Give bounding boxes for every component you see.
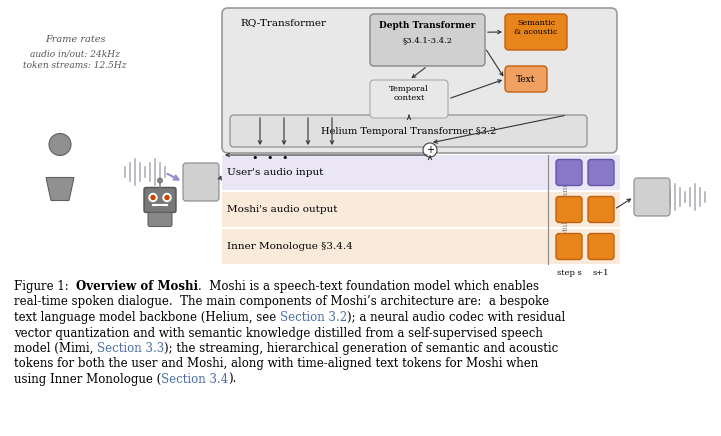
FancyBboxPatch shape xyxy=(634,178,670,216)
Circle shape xyxy=(423,143,437,157)
Text: .  Moshi is a speech-text foundation model which enables: . Moshi is a speech-text foundation mode… xyxy=(198,280,539,293)
Circle shape xyxy=(157,178,162,183)
Text: Multi-stream
§3.4-3: Multi-stream §3.4-3 xyxy=(562,183,578,236)
FancyBboxPatch shape xyxy=(556,197,582,222)
Text: vector quantization and with semantic knowledge distilled from a self-supervised: vector quantization and with semantic kn… xyxy=(14,327,543,340)
Text: RQ-Transformer: RQ-Transformer xyxy=(240,18,326,27)
Text: Text: Text xyxy=(516,75,536,84)
Text: ).: ). xyxy=(229,373,237,386)
Text: ); a neural audio codec with residual: ); a neural audio codec with residual xyxy=(347,311,565,324)
Text: •: • xyxy=(252,153,258,163)
Bar xyxy=(222,229,620,264)
FancyBboxPatch shape xyxy=(556,234,582,259)
Text: audio in/out: 24kHz: audio in/out: 24kHz xyxy=(30,49,120,58)
Text: User's audio input: User's audio input xyxy=(227,168,324,177)
Text: •: • xyxy=(267,153,273,163)
Bar xyxy=(222,192,620,227)
Circle shape xyxy=(151,195,155,200)
Text: using Inner Monologue (: using Inner Monologue ( xyxy=(14,373,162,386)
Circle shape xyxy=(49,133,71,156)
Text: s+1: s+1 xyxy=(593,269,609,277)
Text: Mimi
§3.3: Mimi §3.3 xyxy=(190,171,212,189)
Text: Depth Transformer: Depth Transformer xyxy=(379,21,476,30)
Text: Frame rates: Frame rates xyxy=(45,35,105,44)
Text: step s: step s xyxy=(557,269,581,277)
FancyBboxPatch shape xyxy=(588,160,614,185)
FancyBboxPatch shape xyxy=(505,14,567,50)
Polygon shape xyxy=(46,177,74,201)
Text: +: + xyxy=(426,145,434,155)
Text: Moshi's audio output: Moshi's audio output xyxy=(227,205,337,214)
FancyBboxPatch shape xyxy=(144,187,176,212)
Circle shape xyxy=(165,195,169,200)
Text: Section 3.2: Section 3.2 xyxy=(280,311,347,324)
Text: Helium Temporal Transformer §3.2: Helium Temporal Transformer §3.2 xyxy=(321,126,496,136)
Circle shape xyxy=(163,194,171,201)
Text: •: • xyxy=(282,153,288,163)
FancyBboxPatch shape xyxy=(588,234,614,259)
Text: token streams: 12.5Hz: token streams: 12.5Hz xyxy=(23,61,127,70)
Text: tokens for both the user and Moshi, along with time-aligned text tokens for Mosh: tokens for both the user and Moshi, alon… xyxy=(14,358,539,371)
Text: ); the streaming, hierarchical generation of semantic and acoustic: ); the streaming, hierarchical generatio… xyxy=(164,342,559,355)
FancyBboxPatch shape xyxy=(588,197,614,222)
Bar xyxy=(222,155,620,190)
Text: Figure 1:: Figure 1: xyxy=(14,280,76,293)
Text: §3.4.1-3.4.2: §3.4.1-3.4.2 xyxy=(402,36,453,44)
FancyBboxPatch shape xyxy=(183,163,219,201)
FancyBboxPatch shape xyxy=(148,212,172,226)
Text: text language model backbone (Helium, see: text language model backbone (Helium, se… xyxy=(14,311,280,324)
Circle shape xyxy=(149,194,157,201)
FancyBboxPatch shape xyxy=(222,8,617,153)
Text: Semantic
& acoustic: Semantic & acoustic xyxy=(514,19,558,36)
Text: Overview of Moshi: Overview of Moshi xyxy=(76,280,198,293)
Text: model (Mimi,: model (Mimi, xyxy=(14,342,97,355)
FancyBboxPatch shape xyxy=(370,80,448,118)
Text: real-time spoken dialogue.  The main components of Moshi’s architecture are:  a : real-time spoken dialogue. The main comp… xyxy=(14,296,549,309)
Text: Inner Monologue §3.4.4: Inner Monologue §3.4.4 xyxy=(227,242,353,251)
Text: Mimi
§3.3: Mimi §3.3 xyxy=(641,187,663,204)
FancyBboxPatch shape xyxy=(556,160,582,185)
FancyBboxPatch shape xyxy=(230,115,587,147)
FancyBboxPatch shape xyxy=(505,66,547,92)
Text: Section 3.4: Section 3.4 xyxy=(162,373,229,386)
Text: Temporal
context: Temporal context xyxy=(389,85,429,102)
Text: Section 3.3: Section 3.3 xyxy=(97,342,164,355)
FancyBboxPatch shape xyxy=(370,14,485,66)
